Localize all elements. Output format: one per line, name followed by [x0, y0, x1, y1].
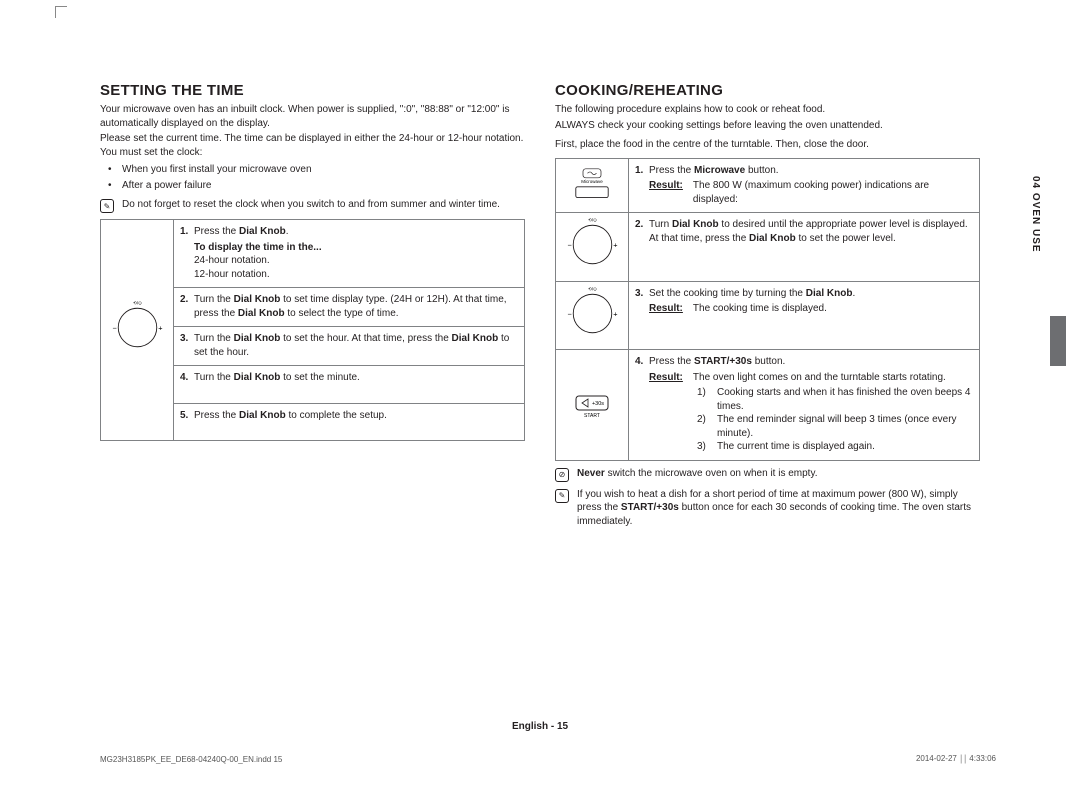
dial-knob-cell: ⟲/⊙ − +: [101, 220, 174, 441]
heading-cooking: COOKING/REHEATING: [555, 82, 980, 99]
svg-text:−: −: [112, 324, 116, 333]
page-content: SETTING THE TIME Your microwave oven has…: [100, 82, 980, 534]
svg-text:Microwave: Microwave: [581, 179, 603, 184]
cook-step-2: 2.Turn Dial Knob to desired until the ap…: [629, 213, 980, 282]
svg-text:+: +: [613, 309, 617, 318]
indd-filename: MG23H3185PK_EE_DE68-04240Q-00_EN.indd 15: [100, 755, 282, 764]
cook-steps-table: Microwave 1.Press the Microwave button. …: [555, 158, 980, 461]
cook-step-3: 3.Set the cooking time by turning the Di…: [629, 281, 980, 350]
svg-text:+30s: +30s: [592, 401, 604, 407]
step-1: 1.Press the Dial Knob. To display the ti…: [174, 220, 525, 288]
crop-mark: [55, 6, 67, 18]
cook-step-4: 4.Press the START/+30s button. Result:Th…: [629, 350, 980, 461]
cook-step-1: 1.Press the Microwave button. Result:The…: [629, 158, 980, 213]
step-3: 3.Turn the Dial Knob to set the hour. At…: [174, 327, 525, 366]
col-setting-time: SETTING THE TIME Your microwave oven has…: [100, 82, 525, 534]
no-icon: ⊘: [555, 468, 569, 482]
heading-setting-time: SETTING THE TIME: [100, 82, 525, 99]
svg-text:⟲/⊙: ⟲/⊙: [133, 301, 142, 306]
microwave-button-icon: Microwave: [568, 167, 616, 203]
intro-p1: Your microwave oven has an inbuilt clock…: [100, 103, 525, 130]
section-tab: 04 OVEN USE: [1030, 176, 1041, 253]
svg-text:+: +: [613, 240, 617, 249]
start-btn-cell: +30s START: [556, 350, 629, 461]
svg-text:−: −: [567, 240, 571, 249]
step-4: 4.Turn the Dial Knob to set the minute.: [174, 366, 525, 404]
page-number: English - 15: [0, 721, 1080, 732]
cook-p1: The following procedure explains how to …: [555, 103, 980, 117]
indd-timestamp: 2014-02-27 ￨￨ 4:33:06: [916, 753, 996, 764]
step-2: 2.Turn the Dial Knob to set time display…: [174, 288, 525, 327]
svg-text:START: START: [584, 413, 600, 419]
tip-quick-heat: ✎ If you wish to heat a dish for a short…: [555, 488, 980, 529]
start-button-icon: +30s START: [568, 382, 616, 428]
side-tab: 04 OVEN USE: [1030, 176, 1066, 256]
dial-cell-3: ⟲/⊙ − +: [556, 281, 629, 350]
svg-text:−: −: [567, 309, 571, 318]
dial-knob-icon: ⟲/⊙ − +: [565, 217, 620, 272]
warning-empty: ⊘ Never switch the microwave oven on whe…: [555, 467, 980, 482]
bullet-1: When you first install your microwave ov…: [122, 163, 525, 177]
when-to-set-list: When you first install your microwave ov…: [100, 163, 525, 192]
dial-cell-2: ⟲/⊙ − +: [556, 213, 629, 282]
svg-text:⟲/⊙: ⟲/⊙: [588, 218, 597, 223]
section-marker: [1050, 316, 1066, 366]
cook-p2: ALWAYS check your cooking settings befor…: [555, 119, 980, 133]
note-icon: ✎: [555, 489, 569, 503]
dial-knob-icon: ⟲/⊙ − +: [565, 286, 620, 341]
col-cooking-reheating: COOKING/REHEATING The following procedur…: [555, 82, 980, 534]
dial-knob-icon: ⟲/⊙ − +: [110, 300, 165, 355]
time-steps-table: ⟲/⊙ − + 1.Press the Dial Knob. To displa…: [100, 219, 525, 441]
note-dst: ✎ Do not forget to reset the clock when …: [100, 198, 525, 213]
microwave-btn-cell: Microwave: [556, 158, 629, 213]
svg-text:+: +: [158, 324, 162, 333]
bullet-2: After a power failure: [122, 179, 525, 193]
note-icon: ✎: [100, 199, 114, 213]
svg-text:⟲/⊙: ⟲/⊙: [588, 286, 597, 291]
cook-p3: First, place the food in the centre of t…: [555, 138, 980, 152]
intro-p2: Please set the current time. The time ca…: [100, 132, 525, 159]
step-5: 5.Press the Dial Knob to complete the se…: [174, 403, 525, 441]
